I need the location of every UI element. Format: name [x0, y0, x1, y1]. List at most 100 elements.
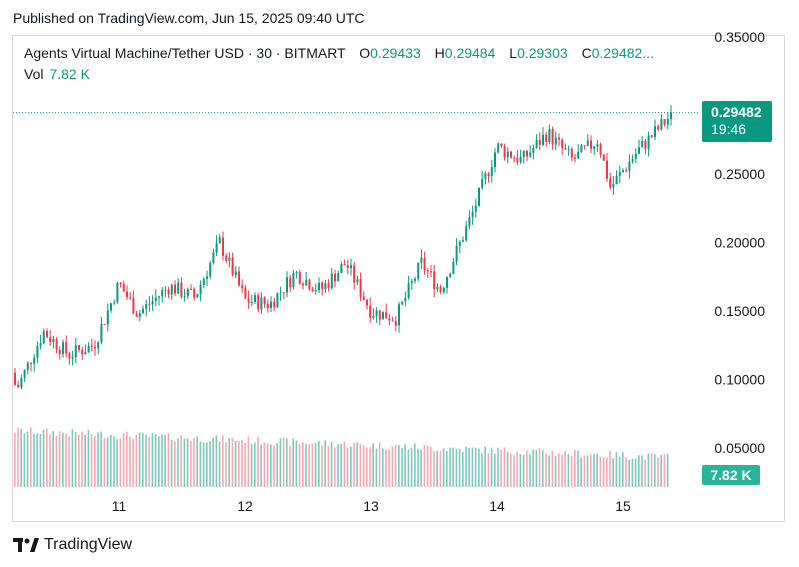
candle-body	[20, 377, 23, 388]
volume-bar	[391, 446, 394, 487]
candle-body	[526, 150, 528, 157]
volume-bar	[46, 428, 48, 487]
volume-bar	[81, 431, 83, 487]
candle-body	[263, 297, 266, 304]
volume-bar	[17, 427, 19, 487]
volume-bar	[161, 434, 163, 487]
candle-body	[362, 296, 365, 300]
volume-bar	[654, 454, 656, 487]
candle-body	[548, 129, 551, 143]
candle-body	[641, 140, 644, 148]
candle-body	[327, 283, 330, 289]
candle-body	[471, 211, 474, 218]
volume-bar	[183, 438, 186, 487]
volume-bar	[558, 453, 560, 487]
brand-name: TradingView	[44, 536, 133, 553]
candle-body	[417, 262, 420, 279]
candle-body	[532, 147, 535, 153]
volume-bar	[33, 434, 35, 487]
volume-bar	[631, 458, 634, 487]
volume-bar	[622, 452, 624, 487]
candle-body	[145, 303, 148, 309]
volume-bar	[138, 432, 141, 487]
close-label: C	[581, 45, 592, 61]
volume-bar	[497, 447, 499, 487]
volume-bar	[574, 449, 576, 487]
candle-body	[564, 147, 567, 150]
volume-bar	[84, 434, 86, 487]
volume-bar	[532, 449, 534, 487]
volume-bar	[97, 432, 99, 487]
volume-bar	[599, 456, 602, 487]
volume-bar	[164, 435, 166, 487]
volume-bar	[506, 452, 509, 487]
volume-bar	[404, 444, 406, 487]
volume-bar	[206, 442, 208, 487]
y-tick-label: 0.10000	[714, 372, 765, 388]
volume-bar	[465, 446, 467, 487]
candle-body	[356, 279, 359, 283]
candle-body	[487, 173, 490, 177]
candle-body	[266, 303, 269, 308]
candle-body	[606, 160, 608, 179]
candle-body	[97, 342, 100, 349]
volume-bar	[266, 443, 269, 487]
volume-bar	[260, 444, 262, 487]
volume-bar	[174, 441, 176, 487]
volume-bar	[468, 447, 470, 487]
candle-body	[481, 178, 484, 188]
candle-body	[234, 271, 237, 276]
volume-bar	[273, 445, 275, 487]
candle-body	[644, 140, 647, 149]
volume-bar	[442, 448, 445, 487]
volume-bar	[241, 439, 243, 487]
volume-bar	[257, 436, 259, 487]
candle-body	[436, 286, 439, 290]
candle-body	[318, 282, 320, 291]
volume-bar	[590, 454, 592, 487]
volume-bar	[186, 438, 189, 487]
candle-body	[449, 273, 452, 278]
volume-bar	[337, 444, 339, 487]
volume-bar	[270, 444, 272, 487]
candle-body	[78, 345, 80, 350]
candle-body	[567, 148, 570, 150]
volume-bar	[94, 435, 96, 487]
candle-body	[398, 304, 400, 326]
candle-body	[586, 140, 589, 146]
volume-bar	[228, 437, 230, 487]
volume-bar	[452, 447, 454, 487]
candle-body	[87, 345, 90, 353]
candle-body	[161, 290, 164, 297]
volume-bar	[663, 454, 666, 487]
volume-bar	[122, 433, 125, 487]
volume-bar	[132, 439, 134, 487]
candle-body	[414, 278, 416, 282]
candle-body	[212, 252, 215, 263]
candle-body	[340, 264, 343, 273]
volume-bar	[436, 450, 438, 487]
chart-frame[interactable]	[12, 35, 785, 522]
volume-bar	[638, 455, 640, 487]
volume-bar	[494, 453, 496, 487]
low-label: L	[509, 45, 518, 61]
open-label: O	[359, 45, 371, 61]
candle-body	[430, 271, 432, 273]
candle-body	[455, 245, 458, 262]
candle-body	[577, 151, 580, 159]
volume-bar	[401, 447, 403, 487]
candle-body	[382, 311, 384, 320]
high-value: 0.29484	[444, 45, 496, 61]
published-note: Published on TradingView.com, Jun 15, 20…	[13, 10, 365, 26]
volume-bar	[170, 439, 173, 487]
candle-body	[628, 161, 631, 171]
volume-bar	[625, 457, 627, 487]
candle-body	[462, 240, 464, 242]
candle-body	[506, 151, 509, 157]
volume-bar	[474, 447, 477, 487]
candle-body	[289, 277, 292, 288]
volume-bar	[177, 438, 179, 487]
candle-body	[292, 272, 295, 288]
candle-body	[497, 143, 500, 153]
